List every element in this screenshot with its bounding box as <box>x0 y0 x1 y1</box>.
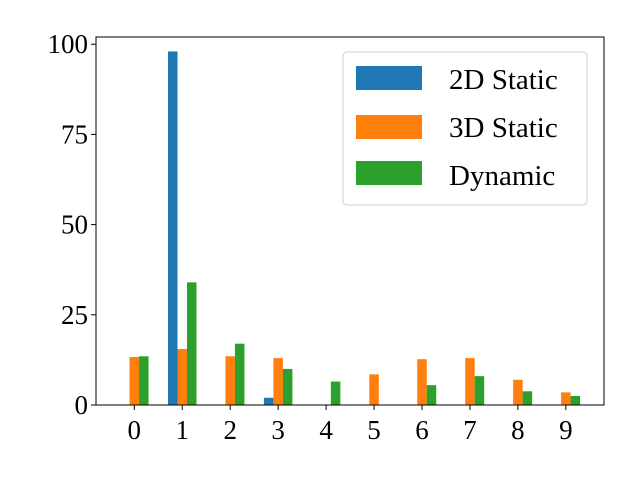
bar-dynamic-8 <box>522 391 533 405</box>
legend-swatch-dynamic <box>356 161 422 185</box>
bar-dynamic-2 <box>234 343 245 405</box>
x-tick-label: 4 <box>319 415 333 445</box>
y-tick-label: 75 <box>61 119 88 149</box>
x-axis: 0 1 2 3 4 5 6 7 8 9 <box>128 405 573 445</box>
bar-3d-static-3 <box>273 358 283 405</box>
bar-dynamic-1 <box>187 282 197 405</box>
x-tick-label: 6 <box>415 415 429 445</box>
bar-2d-static-3 <box>263 397 274 405</box>
bar-dynamic-6 <box>426 385 437 405</box>
bar-3d-static-9 <box>561 392 571 405</box>
x-tick-label: 2 <box>223 415 237 445</box>
y-tick-label: 50 <box>61 210 88 240</box>
bar-dynamic-7 <box>474 376 485 405</box>
bar-2d-static-1 <box>168 51 178 406</box>
x-tick-label: 5 <box>367 415 381 445</box>
legend-swatch-3d-static <box>356 115 422 139</box>
y-tick-label: 25 <box>61 300 88 330</box>
y-tick-label: 100 <box>48 29 89 59</box>
bar-3d-static-2 <box>225 356 235 405</box>
bar-3d-static-8 <box>513 379 523 405</box>
bar-dynamic-9 <box>570 395 581 405</box>
x-tick-label: 7 <box>463 415 477 445</box>
bar-3d-static-6 <box>417 359 427 405</box>
x-tick-label: 9 <box>559 415 573 445</box>
legend: 2D Static 3D Static Dynamic <box>342 51 588 206</box>
bar-dynamic-4 <box>330 381 341 405</box>
legend-label-2d-static: 2D Static <box>449 64 558 96</box>
x-tick-label: 3 <box>271 415 285 445</box>
legend-swatch-2d-static <box>356 66 422 90</box>
y-axis: 0 25 50 75 100 <box>48 29 96 420</box>
plot-frame <box>95 36 605 406</box>
bars-layer <box>129 51 581 406</box>
x-tick-label: 0 <box>128 415 142 445</box>
x-tick-label: 8 <box>511 415 525 445</box>
bar-3d-static-7 <box>465 358 475 405</box>
bar-dynamic-0 <box>139 356 149 405</box>
bar-3d-static-5 <box>369 374 379 405</box>
legend-label-dynamic: Dynamic <box>449 160 555 192</box>
bar-3d-static-1 <box>177 349 187 405</box>
y-tick-label: 0 <box>75 390 89 420</box>
bar-dynamic-3 <box>282 368 293 405</box>
x-tick-label: 1 <box>176 415 190 445</box>
bar-3d-static-0 <box>129 357 140 405</box>
legend-label-3d-static: 3D Static <box>449 112 558 144</box>
